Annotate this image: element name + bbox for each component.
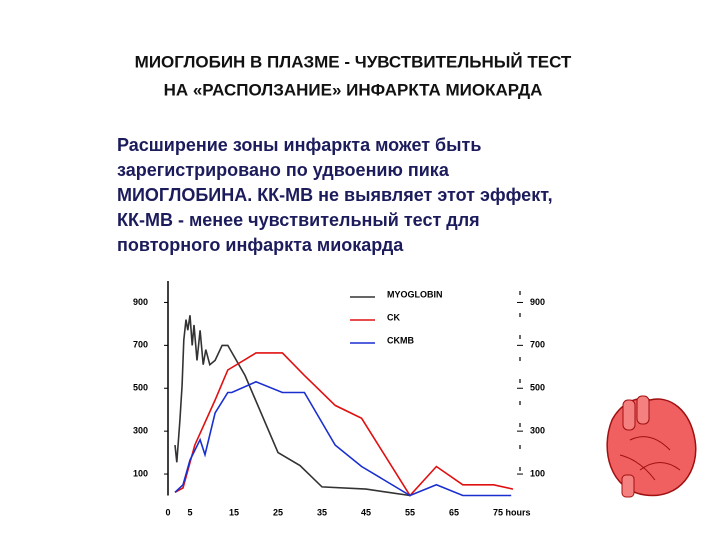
chart: 900 700 500 300 100 900 700 500 300 100 0 5 15 25 35 45…: [133, 281, 545, 517]
y2-tick-label: 100: [530, 468, 545, 478]
x-tick-label: 75 hours: [493, 507, 531, 517]
heart-illustration: [606, 395, 697, 498]
y2-tick-label: 900: [530, 297, 545, 307]
x-tick-label: 5: [187, 507, 192, 517]
y-tick-label: 500: [133, 383, 148, 393]
y-tick-label: 100: [133, 468, 148, 478]
body-text: Расширение зоны инфаркта может быть заре…: [117, 135, 553, 255]
text-line: КК-МВ - менее чувствительный тест для: [117, 210, 480, 230]
x-tick-label: 25: [273, 507, 283, 517]
legend-label: CK: [387, 312, 400, 322]
text-line: повторного инфаркта миокарда: [117, 235, 404, 255]
text-line: Расширение зоны инфаркта может быть: [117, 135, 481, 155]
x-tick-label: 35: [317, 507, 327, 517]
x-tick-label: 55: [405, 507, 415, 517]
y-tick-label: 700: [133, 340, 148, 350]
legend-label: CKMB: [387, 335, 414, 345]
title-line: НА «РАСПОЛЗАНИЕ» ИНФАРКТА МИОКАРДА: [164, 80, 543, 99]
y-tick-label: 300: [133, 426, 148, 436]
x-tick-label: 0: [165, 507, 170, 517]
series-line: [174, 315, 411, 497]
series-line: [174, 380, 512, 497]
legend-label: MYOGLOBIN: [387, 289, 443, 299]
x-tick-label: 65: [449, 507, 459, 517]
x-tick-label: 15: [229, 507, 239, 517]
y2-tick-label: 500: [530, 383, 545, 393]
y-tick-label: 900: [133, 297, 148, 307]
text-line: МИОГЛОБИНА. КК-МВ не выявляет этот эффек…: [117, 185, 553, 205]
text-line: зарегистрировано по удвоению пика: [117, 160, 450, 180]
series-line: [174, 352, 514, 497]
title-line: МИОГЛОБИН В ПЛАЗМЕ - ЧУВСТВИТЕЛЬНЫЙ ТЕСТ: [135, 52, 572, 71]
y2-tick-label: 700: [530, 340, 545, 350]
y2-tick-label: 300: [530, 426, 545, 436]
x-tick-label: 45: [361, 507, 371, 517]
